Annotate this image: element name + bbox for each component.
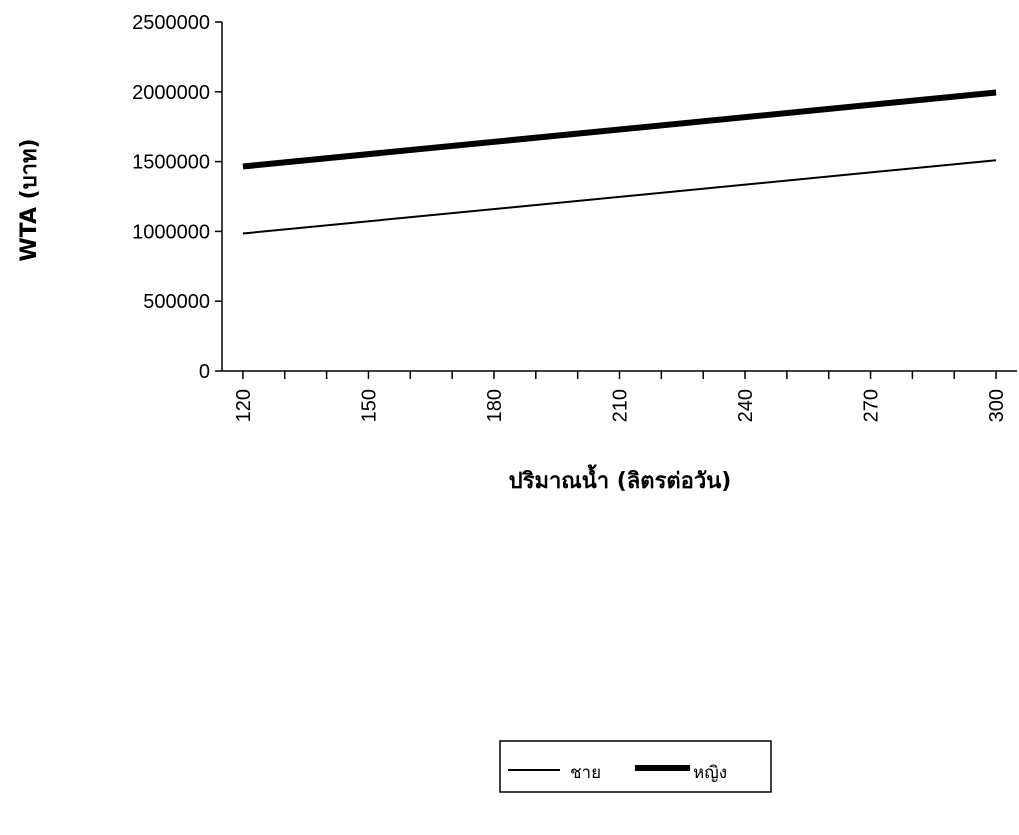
x-tick-label: 270 [861,389,883,422]
x-axis-title: ปริมาณน้ำ (ลิตรต่อวัน) [509,464,732,494]
y-tick-label: 2000000 [132,82,210,104]
x-tick-label: 210 [610,389,632,422]
legend-label-female: หญิง [693,763,727,783]
x-axis: 120 150 180 210 240 270 300 [222,370,1017,422]
legend-label-male: ชาย [570,763,601,783]
y-tick-label: 1500000 [132,152,210,174]
series-layer [242,89,997,235]
y-axis-title: WTA (บาท) [17,138,42,261]
y-tick-label: 1000000 [132,221,210,243]
y-tick-label: 2500000 [132,12,210,34]
x-tick-label: 180 [484,389,506,422]
x-tick-label: 240 [735,389,757,422]
series-line-1 [242,89,997,170]
y-axis: 0 500000 1000000 1500000 2000000 2500000 [132,12,223,383]
x-tick-label: 120 [233,389,255,422]
series-line-0 [242,159,997,235]
x-tick-label: 300 [986,389,1008,422]
y-tick-label: 0 [199,361,210,383]
legend: ชาย หญิง [499,740,772,793]
y-tick-label: 500000 [143,291,210,313]
x-tick-label: 150 [358,389,380,422]
